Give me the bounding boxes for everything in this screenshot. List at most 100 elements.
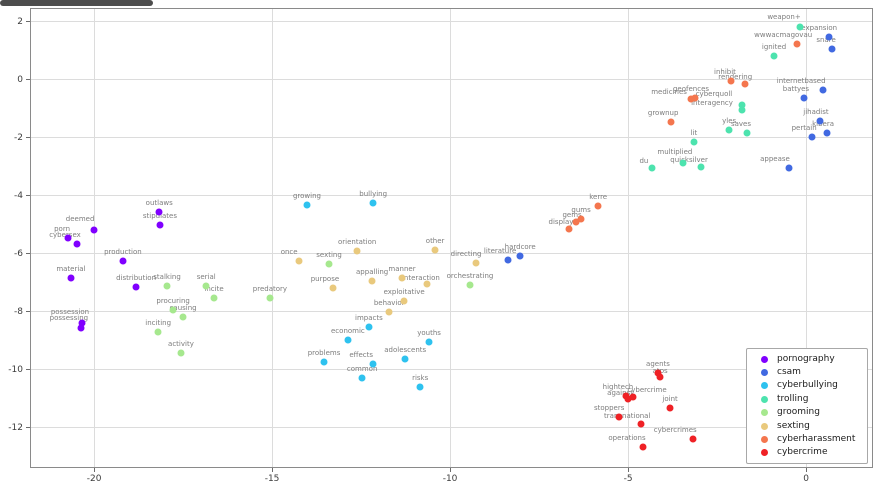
data-point-medicines[interactable] [687,95,695,103]
data-point-appalling[interactable] [368,277,376,285]
data-point-gums[interactable] [577,215,585,223]
data-point-activity[interactable] [177,349,185,357]
data-point-deemed[interactable] [90,226,98,234]
point-label-stalking: stalking [153,272,181,281]
legend-item-cyberharassment[interactable]: cyberharassment [755,434,859,444]
data-point-lit[interactable] [690,138,698,146]
data-point-snare[interactable] [828,45,836,53]
point-label-common: common [346,365,378,374]
data-point-predatory[interactable] [266,294,274,302]
data-point-manner[interactable] [398,274,406,282]
data-point-problems[interactable] [320,358,328,366]
data-point-common[interactable] [358,374,366,382]
y-tick-label: -2 [14,132,23,143]
data-point-inciting[interactable] [154,328,162,336]
data-point-effects[interactable] [369,360,377,368]
data-point-agents[interactable] [654,369,662,377]
data-point-material[interactable] [67,274,75,282]
legend-item-cybercrime[interactable]: cybercrime [755,448,859,458]
data-point-internetbased[interactable] [819,86,827,94]
data-point-risks[interactable] [416,383,424,391]
data-point-sexting[interactable] [325,260,333,268]
data-point-against[interactable] [624,395,632,403]
data-point-quicksilver[interactable] [697,163,705,171]
data-point-multiplied[interactable] [679,159,687,167]
legend-item-grooming[interactable]: grooming [755,408,859,418]
data-point-battyes[interactable] [800,94,808,102]
data-point-jihadist[interactable] [816,117,824,125]
data-point-directing[interactable] [472,259,480,267]
data-point-cybercrime[interactable] [629,393,637,401]
data-point-interagency[interactable] [738,106,746,114]
data-point-rendering[interactable] [741,80,749,88]
point-label-quicksilver: quicksilver [670,155,708,164]
data-point-stalking[interactable] [163,282,171,290]
data-point-impacts[interactable] [365,323,373,331]
data-point-du[interactable] [648,164,656,172]
point-label-porn: porn [54,225,71,233]
data-point-hardcore[interactable] [516,252,524,260]
data-point-yles[interactable] [725,126,733,134]
data-point-kerre[interactable] [594,202,602,210]
data-point-display[interactable] [565,225,573,233]
data-point-orchestrating[interactable] [466,281,474,289]
data-point-possessing[interactable] [77,324,85,332]
data-point-stipulates[interactable] [156,221,164,229]
data-point-serial[interactable] [202,282,210,290]
legend-item-sexting[interactable]: sexting [755,421,859,431]
y-gridline [31,79,872,81]
data-point-literature[interactable] [504,256,512,264]
data-point-youths[interactable] [425,338,433,346]
data-point-outlaws[interactable] [155,208,163,216]
data-point-grownup[interactable] [667,118,675,126]
data-point-growing[interactable] [303,201,311,209]
data-point-cybercrimes[interactable] [689,435,697,443]
data-point-possession[interactable] [78,319,86,327]
point-label-kerre: kerre [589,192,608,201]
data-point-geofences[interactable] [691,94,699,102]
data-point-operations[interactable] [639,443,647,451]
data-point-weapon+[interactable] [796,23,804,31]
data-point-cyberquoll[interactable] [738,101,746,109]
data-point-inhibit[interactable] [727,77,735,85]
data-point-bullying[interactable] [369,199,377,207]
point-label-geofences: geofences [672,84,710,93]
data-point-joint[interactable] [666,404,674,412]
data-point-procuring[interactable] [169,306,177,314]
top-scrollbar[interactable] [0,0,153,6]
data-point-kibera[interactable] [823,129,831,137]
data-point-interaction[interactable] [423,280,431,288]
legend-item-csam[interactable]: csam [755,367,859,377]
data-point-appease[interactable] [785,164,793,172]
data-point-orientation[interactable] [353,247,361,255]
data-point-expansion[interactable] [825,33,833,41]
data-point-distribution[interactable] [132,283,140,291]
data-point-transnational[interactable] [637,420,645,428]
data-point-adolescents[interactable] [401,355,409,363]
data-point-once[interactable] [295,257,303,265]
data-point-cybersex[interactable] [73,240,81,248]
legend-item-cyberbullying[interactable]: cyberbullying [755,381,859,391]
data-point-incite[interactable] [210,294,218,302]
data-point-wwwacmagovau[interactable] [793,40,801,48]
legend-item-trolling[interactable]: trolling [755,394,859,404]
data-point-production[interactable] [119,257,127,265]
data-point-other[interactable] [431,246,439,254]
legend-label-trolling: trolling [777,393,809,404]
y-gridline [31,21,872,23]
data-point-purpose[interactable] [329,284,337,292]
data-point-porn[interactable] [64,234,72,242]
data-point-saves[interactable] [743,129,751,137]
legend-item-pornography[interactable]: pornography [755,354,859,364]
point-label-grownup: grownup [647,108,679,117]
data-point-exploitative[interactable] [400,297,408,305]
data-point-pertain[interactable] [808,133,816,141]
data-point-behavior[interactable] [385,308,393,316]
data-point-economic[interactable] [344,336,352,344]
plot-area [30,8,873,468]
data-point-atps[interactable] [656,373,664,381]
data-point-gems[interactable] [572,218,580,226]
data-point-causing[interactable] [179,313,187,321]
data-point-stoppers[interactable] [615,413,623,421]
data-point-ignited[interactable] [770,52,778,60]
